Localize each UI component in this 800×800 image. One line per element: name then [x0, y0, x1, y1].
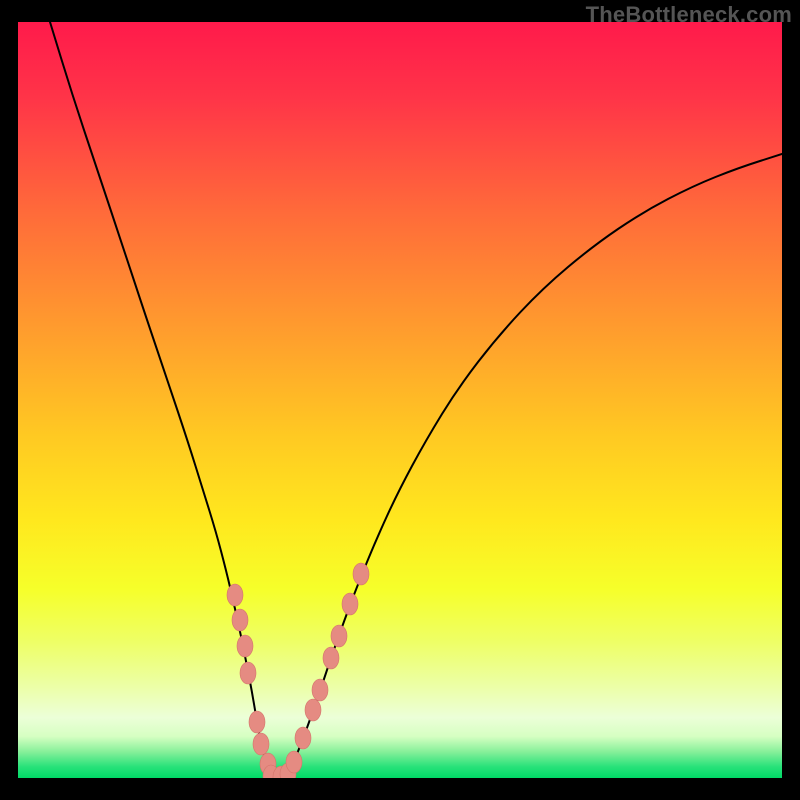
data-marker	[237, 635, 253, 657]
data-marker	[249, 711, 265, 733]
data-marker	[323, 647, 339, 669]
plot-area	[18, 22, 782, 778]
watermark-text: TheBottleneck.com	[586, 2, 792, 28]
data-marker	[295, 727, 311, 749]
data-marker	[227, 584, 243, 606]
data-marker	[286, 751, 302, 773]
plot-svg	[18, 22, 782, 778]
data-marker	[253, 733, 269, 755]
data-marker	[305, 699, 321, 721]
data-marker	[240, 662, 256, 684]
data-marker	[342, 593, 358, 615]
frame-border-bottom	[0, 778, 800, 800]
data-marker	[232, 609, 248, 631]
data-marker	[312, 679, 328, 701]
frame-border-right	[782, 0, 800, 800]
data-marker	[353, 563, 369, 585]
plot-background	[18, 22, 782, 778]
frame-border-left	[0, 0, 18, 800]
data-marker	[331, 625, 347, 647]
